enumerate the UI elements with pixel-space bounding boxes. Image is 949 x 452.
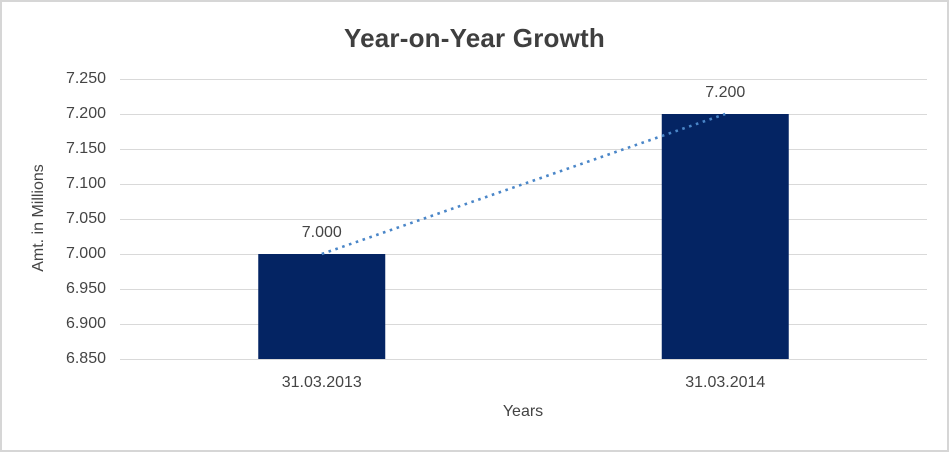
- data-label-31.03.2013: 7.000: [301, 224, 342, 241]
- y-tick-label: 7.100: [65, 175, 106, 192]
- y-tick-label: 6.850: [65, 350, 106, 367]
- x-axis-title: Years: [502, 403, 544, 420]
- x-category-label-31.03.2013: 31.03.2013: [281, 374, 362, 391]
- bar-31.03.2013: [258, 254, 386, 359]
- y-tick-label: 7.200: [65, 105, 106, 122]
- y-tick-label: 6.900: [65, 315, 106, 332]
- data-label-31.03.2014: 7.200: [705, 84, 746, 101]
- x-category-label-31.03.2014: 31.03.2014: [685, 374, 766, 391]
- chart-title: Year-on-Year Growth: [344, 23, 605, 53]
- y-tick-label: 7.250: [65, 70, 106, 87]
- y-tick-label: 6.950: [65, 280, 106, 297]
- y-tick-label: 7.150: [65, 140, 106, 157]
- y-tick-label: 7.050: [65, 210, 106, 227]
- bar-31.03.2014: [661, 114, 789, 359]
- y-tick-label: 7.000: [65, 245, 106, 262]
